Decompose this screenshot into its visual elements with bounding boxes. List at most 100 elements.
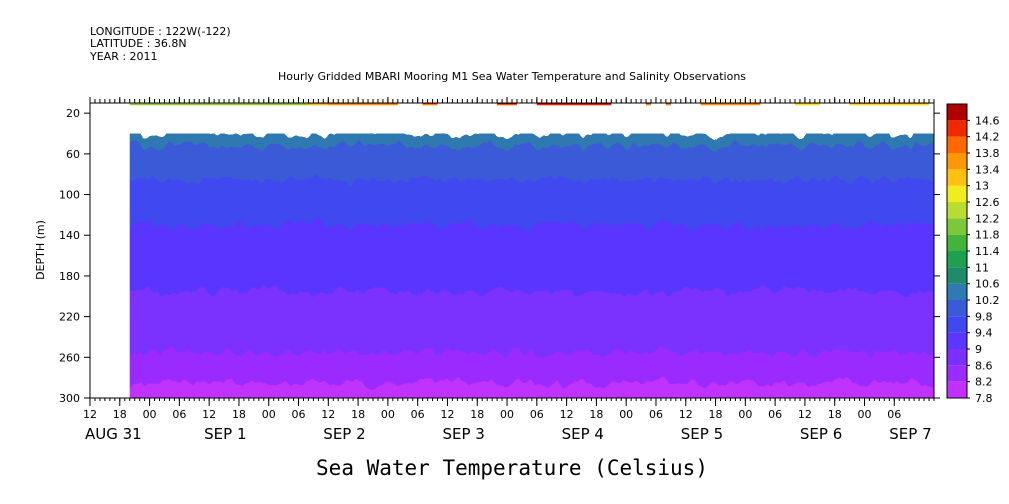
x-tick-label: 06 xyxy=(649,408,663,421)
colorbar-label: 9.4 xyxy=(975,327,993,340)
colorbar-swatch xyxy=(947,267,967,284)
y-tick-label: 260 xyxy=(59,351,80,364)
x-tick-label: 18 xyxy=(113,408,127,421)
surface-segment-lower xyxy=(646,104,652,106)
x-tick-label: 18 xyxy=(709,408,723,421)
y-tick-label: 300 xyxy=(59,392,80,405)
x-date-label: SEP 6 xyxy=(800,425,842,443)
x-axis-label: Sea Water Temperature (Celsius) xyxy=(316,456,708,480)
x-date-label: SEP 7 xyxy=(889,425,931,443)
colorbar-label: 14.6 xyxy=(975,114,1000,127)
x-tick-label: 12 xyxy=(321,408,335,421)
surface-segment xyxy=(849,103,930,106)
colorbar-swatch xyxy=(947,300,967,317)
colorbar-label: 9 xyxy=(975,343,982,356)
colorbar-label: 8.6 xyxy=(975,359,993,372)
longitude-label: LONGITUDE : 122W(-122) xyxy=(90,25,231,38)
x-tick-label: 12 xyxy=(83,408,97,421)
colorbar-label: 11 xyxy=(975,261,989,274)
surface-segment-lower xyxy=(308,104,329,106)
colorbar-swatch xyxy=(947,365,967,382)
x-tick-label: 00 xyxy=(262,408,276,421)
colorbar-label: 12.6 xyxy=(975,196,1000,209)
y-tick-label: 20 xyxy=(66,107,80,120)
colorbar-label: 10.2 xyxy=(975,294,1000,307)
surface-segment xyxy=(536,103,612,106)
y-axis: 20 60 100 140 180 220 260 300 xyxy=(59,107,940,405)
x-tick-label: 18 xyxy=(351,408,365,421)
x-tick-label: 18 xyxy=(232,408,246,421)
surface-segment xyxy=(700,103,761,106)
x-tick-label: 06 xyxy=(172,408,186,421)
x-date-label: SEP 5 xyxy=(681,425,723,443)
no-data-region xyxy=(129,103,934,134)
temperature-field xyxy=(90,103,934,398)
no-data-region xyxy=(90,103,130,398)
colorbar-swatch xyxy=(947,251,967,268)
x-tick-label: 12 xyxy=(440,408,454,421)
surface-segment-lower xyxy=(328,104,398,106)
surface-segment-lower xyxy=(849,104,930,106)
x-tick-label: 00 xyxy=(619,408,633,421)
colorbar-swatch xyxy=(947,202,967,219)
temperature-band xyxy=(109,382,934,398)
x-date-label: SEP 3 xyxy=(442,425,484,443)
x-date-label: SEP 4 xyxy=(562,425,604,443)
x-tick-label: 06 xyxy=(887,408,901,421)
surface-segment-lower xyxy=(665,104,671,106)
x-date-label: SEP 2 xyxy=(323,425,365,443)
x-tick-label: 06 xyxy=(292,408,306,421)
chart-title: Hourly Gridded MBARI Mooring M1 Sea Wate… xyxy=(278,70,746,83)
surface-temperature-band xyxy=(129,103,930,106)
colorbar-swatch xyxy=(947,169,967,186)
surface-segment xyxy=(308,103,329,106)
surface-segment xyxy=(422,103,438,106)
x-tick-label: 12 xyxy=(202,408,216,421)
x-axis: 12 18 00 06 12 18 00 06 12 18 00 06 12 18 00 06 12 18 00 06… xyxy=(83,97,932,443)
y-tick-label: 60 xyxy=(66,148,80,161)
x-tick-label: 18 xyxy=(828,408,842,421)
colorbar-swatch xyxy=(947,332,967,349)
y-axis-label: DEPTH (m) xyxy=(34,220,47,280)
colorbar-swatch xyxy=(947,283,967,300)
colorbar-label: 13.4 xyxy=(975,163,1000,176)
surface-segment-lower xyxy=(422,104,438,106)
x-tick-label: 00 xyxy=(381,408,395,421)
surface-segment xyxy=(794,103,820,106)
colorbar-label: 14.2 xyxy=(975,131,1000,144)
surface-segment xyxy=(497,103,517,106)
plot-area xyxy=(90,103,934,398)
y-tick-label: 220 xyxy=(59,311,80,324)
colorbar-swatch xyxy=(947,136,967,153)
surface-segment-lower xyxy=(794,104,820,106)
x-tick-label: 00 xyxy=(500,408,514,421)
colorbar-swatch xyxy=(947,120,967,137)
colorbar-label: 9.8 xyxy=(975,310,993,323)
colorbar-label: 12.2 xyxy=(975,212,1000,225)
x-date-label: AUG 31 xyxy=(85,425,142,443)
surface-segment xyxy=(646,103,652,106)
x-tick-label: 12 xyxy=(560,408,574,421)
x-tick-label: 18 xyxy=(470,408,484,421)
colorbar: 7.8 8.2 8.6 9 9.4 9.8 10.2 10.6 11 11.4 11.8 12.2 12… xyxy=(946,103,1000,405)
x-tick-label: 06 xyxy=(768,408,782,421)
x-tick-label: 00 xyxy=(857,408,871,421)
surface-segment-lower xyxy=(536,104,612,106)
y-tick-label: 140 xyxy=(59,229,80,242)
colorbar-swatch xyxy=(947,153,967,170)
x-tick-label: 12 xyxy=(679,408,693,421)
colorbar-label: 13.8 xyxy=(975,147,1000,160)
colorbar-swatch xyxy=(947,316,967,333)
y-tick-label: 100 xyxy=(59,189,80,202)
surface-segment-lower xyxy=(700,104,761,106)
colorbar-swatch xyxy=(947,185,967,202)
x-tick-label: 00 xyxy=(143,408,157,421)
x-tick-label: 06 xyxy=(530,408,544,421)
x-tick-label: 18 xyxy=(589,408,603,421)
year-label: YEAR : 2011 xyxy=(89,50,158,63)
surface-segment-lower xyxy=(129,104,309,106)
x-tick-label: 00 xyxy=(738,408,752,421)
surface-segment xyxy=(665,103,671,106)
x-date-label: SEP 1 xyxy=(204,425,246,443)
